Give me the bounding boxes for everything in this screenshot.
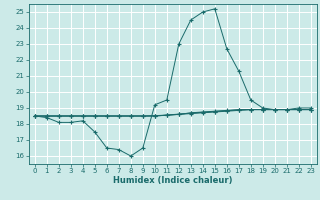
X-axis label: Humidex (Indice chaleur): Humidex (Indice chaleur) (113, 176, 233, 185)
